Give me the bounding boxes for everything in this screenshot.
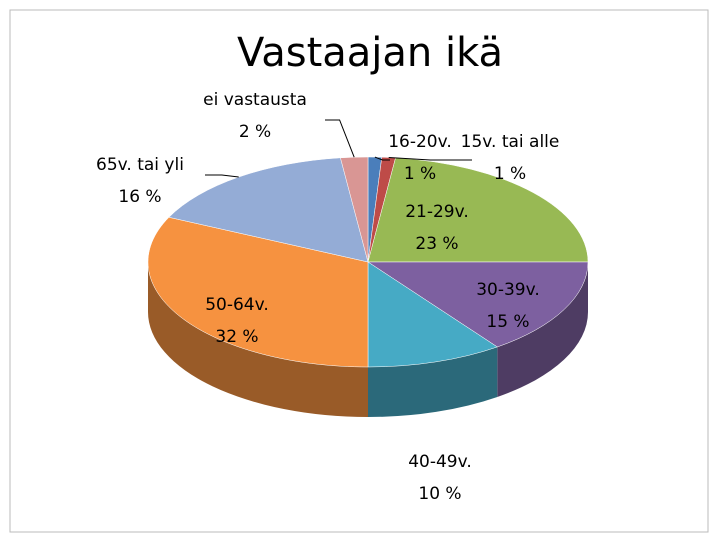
leader-line [388,156,472,161]
category-label: 16-20v. [388,132,452,152]
category-label: 50-64v. [205,295,269,315]
data-label: 65v. tai yli 16 % [96,155,184,207]
leader-line [205,174,239,178]
pie-slice [367,261,498,368]
data-label: 16-20v. 1 % [388,132,452,184]
data-label: 15v. tai alle 1 % [461,132,560,184]
pie-slice [168,157,369,263]
pie-slice [367,261,589,348]
value-label: 10 % [418,484,461,504]
value-label: 1 % [404,164,436,184]
pie-slice [340,156,369,263]
value-label: 2 % [239,122,271,142]
value-label: 1 % [494,164,526,184]
pie-side [497,262,588,397]
pie-slice [147,217,369,368]
category-label: 15v. tai alle [461,132,560,152]
category-label: 40-49v. [408,452,472,472]
chart-title: Vastaajan ikä [237,30,503,76]
pie-side [148,262,368,417]
value-label: 16 % [118,187,161,207]
pie-slice [367,157,589,263]
category-label: 65v. tai yli [96,155,184,175]
pie-side [368,346,498,417]
leader-line [374,156,390,161]
leader-line [325,119,355,158]
value-label: 15 % [486,312,529,332]
data-label: 21-29v. 23 % [405,202,469,254]
category-label: 30-39v. [476,280,540,300]
category-label: 21-29v. [405,202,469,222]
data-label: 50-64v. 32 % [205,295,269,347]
data-label: 30-39v. 15 % [476,280,540,332]
category-label: ei vastausta [203,90,307,110]
value-label: 23 % [415,234,458,254]
data-label: 40-49v. 10 % [408,452,472,504]
value-label: 32 % [215,327,258,347]
data-label: ei vastausta 2 % [203,90,307,142]
